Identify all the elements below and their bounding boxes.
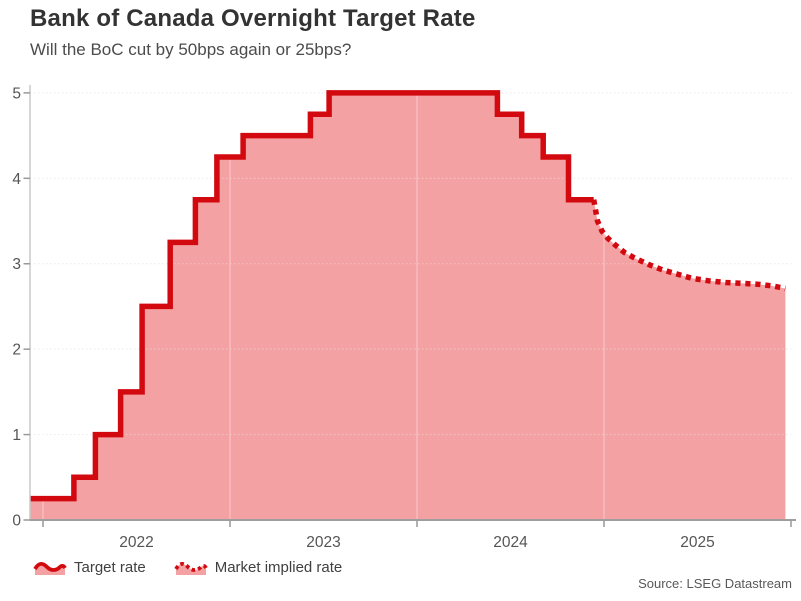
market-implied-dotted-line-icon: [174, 561, 208, 575]
source-credit: Source: LSEG Datastream: [638, 576, 792, 591]
svg-text:3: 3: [12, 256, 21, 273]
target-rate-line-icon: [33, 561, 67, 575]
legend-item-target-rate[interactable]: Target rate: [33, 559, 146, 576]
legend-item-market-implied-rate[interactable]: Market implied rate: [174, 559, 343, 576]
chart-legend: Target rate Market implied rate: [33, 559, 342, 576]
svg-text:0: 0: [12, 513, 21, 530]
svg-text:2024: 2024: [493, 534, 528, 551]
legend-label-target-rate: Target rate: [74, 559, 146, 576]
svg-text:2022: 2022: [119, 534, 153, 551]
chart-title: Bank of Canada Overnight Target Rate: [30, 5, 476, 32]
svg-text:2025: 2025: [680, 534, 714, 551]
svg-text:2023: 2023: [306, 534, 340, 551]
legend-label-market-implied-rate: Market implied rate: [214, 559, 343, 576]
svg-text:4: 4: [12, 171, 21, 188]
svg-text:5: 5: [12, 85, 21, 102]
chart-subtitle: Will the BoC cut by 50bps again or 25bps…: [30, 40, 352, 59]
svg-text:2: 2: [12, 342, 21, 359]
svg-text:1: 1: [12, 427, 21, 444]
